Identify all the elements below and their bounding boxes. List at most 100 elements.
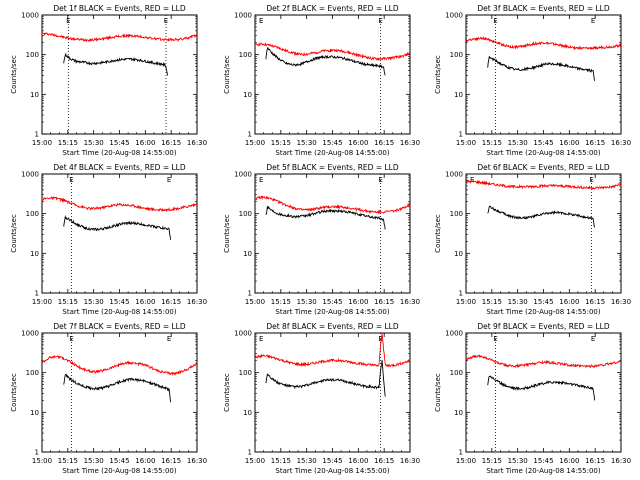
plot-frame bbox=[465, 332, 622, 453]
x-tick-label: 16:00 bbox=[559, 298, 579, 306]
y-tick-label: 1 bbox=[248, 131, 252, 139]
y-tick-label: 100 bbox=[450, 210, 463, 218]
chart-panel-9: 1 10 100 1000 15:00 15:15 15:30 15:45 16:00 16:15… bbox=[434, 322, 631, 475]
x-tick-label: 15:30 bbox=[84, 298, 104, 306]
x-tick-label: 15:15 bbox=[271, 298, 291, 306]
y-axis-label: Counts/sec bbox=[10, 214, 18, 253]
x-tick-label: 15:45 bbox=[109, 298, 129, 306]
event-marker-label: E bbox=[589, 176, 593, 184]
event-marker-label: E bbox=[378, 176, 382, 184]
x-tick-label: 15:00 bbox=[245, 139, 265, 147]
event-marker-label: E bbox=[493, 335, 497, 343]
event-marker-label: E bbox=[66, 17, 70, 25]
x-tick-label: 15:00 bbox=[32, 298, 52, 306]
x-tick-label: 16:30 bbox=[611, 298, 631, 306]
x-tick-label: 15:30 bbox=[84, 457, 104, 465]
event-marker-label: E bbox=[259, 17, 263, 25]
x-axis-label: Start Time (20-Aug-08 14:55:00) bbox=[486, 467, 600, 475]
chart-title: Det 6f BLACK = Events, RED = LLD bbox=[477, 163, 610, 172]
plot-frame bbox=[254, 332, 411, 453]
x-tick-label: 15:30 bbox=[84, 139, 104, 147]
event-marker-label: E bbox=[167, 176, 171, 184]
x-tick-label: 15:30 bbox=[508, 139, 528, 147]
y-tick-label: 10 bbox=[30, 250, 39, 258]
events-series-line bbox=[63, 52, 169, 76]
chart-title: Det 3f BLACK = Events, RED = LLD bbox=[477, 4, 610, 13]
y-axis-label: Counts/sec bbox=[434, 55, 442, 94]
x-tick-label: 15:45 bbox=[533, 139, 553, 147]
y-tick-label: 1000 bbox=[445, 171, 463, 179]
x-tick-label: 15:45 bbox=[322, 139, 342, 147]
chart-panel-7: 1 10 100 1000 15:00 15:15 15:30 15:45 16:00 16:15… bbox=[10, 322, 207, 475]
y-tick-label: 100 bbox=[26, 369, 39, 377]
y-tick-label: 1 bbox=[248, 290, 252, 298]
y-tick-label: 100 bbox=[239, 51, 252, 59]
x-tick-label: 15:30 bbox=[297, 298, 317, 306]
x-tick-label: 15:30 bbox=[297, 139, 317, 147]
events-series-line bbox=[63, 214, 172, 240]
y-tick-label: 1 bbox=[459, 131, 463, 139]
y-tick-label: 10 bbox=[454, 91, 463, 99]
event-marker-label: E bbox=[378, 335, 382, 343]
plot-frame bbox=[41, 14, 198, 135]
x-tick-label: 16:00 bbox=[135, 139, 155, 147]
y-tick-label: 1 bbox=[459, 449, 463, 457]
y-axis-label: Counts/sec bbox=[434, 373, 442, 412]
y-tick-label: 1 bbox=[35, 290, 39, 298]
chart-panel-1: 1 10 100 1000 15:00 15:15 15:30 15:45 16:00 16:15… bbox=[10, 4, 207, 157]
y-tick-label: 100 bbox=[450, 369, 463, 377]
x-tick-label: 15:15 bbox=[482, 457, 502, 465]
x-tick-label: 16:00 bbox=[348, 298, 368, 306]
y-axis-label: Counts/sec bbox=[223, 55, 231, 94]
x-tick-label: 15:15 bbox=[58, 139, 78, 147]
chart-title: Det 4f BLACK = Events, RED = LLD bbox=[53, 163, 186, 172]
lld-series-line bbox=[254, 195, 411, 215]
chart-title: Det 5f BLACK = Events, RED = LLD bbox=[266, 163, 399, 172]
x-tick-label: 16:30 bbox=[187, 139, 207, 147]
y-tick-label: 1 bbox=[459, 290, 463, 298]
x-tick-label: 16:00 bbox=[559, 139, 579, 147]
x-tick-label: 16:00 bbox=[135, 457, 155, 465]
event-marker-label: E bbox=[591, 335, 595, 343]
y-axis-label: Counts/sec bbox=[10, 55, 18, 94]
x-tick-label: 15:15 bbox=[482, 298, 502, 306]
x-tick-label: 16:30 bbox=[187, 298, 207, 306]
x-tick-label: 15:00 bbox=[456, 298, 476, 306]
x-tick-label: 15:45 bbox=[322, 457, 342, 465]
x-tick-label: 16:30 bbox=[611, 457, 631, 465]
y-tick-label: 1000 bbox=[21, 330, 39, 338]
y-tick-label: 1000 bbox=[234, 171, 252, 179]
x-tick-label: 15:30 bbox=[297, 457, 317, 465]
event-marker-label: E bbox=[164, 17, 168, 25]
y-tick-label: 100 bbox=[26, 51, 39, 59]
x-tick-label: 16:00 bbox=[348, 139, 368, 147]
y-tick-label: 1000 bbox=[21, 171, 39, 179]
x-tick-label: 16:15 bbox=[161, 298, 181, 306]
chart-title: Det 2f BLACK = Events, RED = LLD bbox=[266, 4, 399, 13]
x-tick-label: 16:15 bbox=[374, 298, 394, 306]
lld-series-line bbox=[465, 36, 622, 51]
x-tick-label: 16:15 bbox=[585, 298, 605, 306]
x-tick-label: 16:15 bbox=[585, 457, 605, 465]
x-tick-label: 15:15 bbox=[271, 457, 291, 465]
event-marker-label: E bbox=[591, 17, 595, 25]
event-marker-label: E bbox=[69, 176, 73, 184]
events-series-line bbox=[265, 360, 386, 397]
y-axis-label: Counts/sec bbox=[434, 214, 442, 253]
chart-title: Det 9f BLACK = Events, RED = LLD bbox=[477, 322, 610, 331]
x-tick-label: 16:15 bbox=[374, 139, 394, 147]
chart-panel-3: 1 10 100 1000 15:00 15:15 15:30 15:45 16:00 16:15… bbox=[434, 4, 631, 157]
x-tick-label: 15:45 bbox=[533, 457, 553, 465]
y-tick-label: 1000 bbox=[234, 12, 252, 20]
x-tick-label: 16:30 bbox=[400, 457, 420, 465]
y-tick-label: 10 bbox=[454, 250, 463, 258]
event-marker-label: E bbox=[167, 335, 171, 343]
y-tick-label: 10 bbox=[30, 409, 39, 417]
events-series-line bbox=[265, 205, 386, 230]
event-marker-label: E bbox=[69, 335, 73, 343]
chart-panel-2: 1 10 100 1000 15:00 15:15 15:30 15:45 16:00 16:15… bbox=[223, 4, 420, 157]
event-marker-label: E bbox=[259, 335, 263, 343]
lld-series-line bbox=[465, 354, 621, 369]
lld-series-line bbox=[41, 32, 198, 43]
